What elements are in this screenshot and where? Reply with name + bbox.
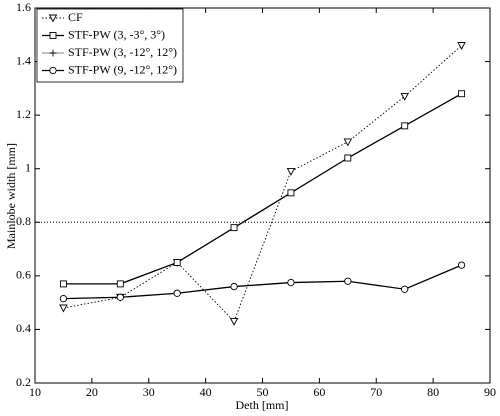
marker <box>401 122 409 130</box>
series-line <box>63 264 462 300</box>
y-tick-label: 1.2 <box>16 107 31 121</box>
marker <box>457 261 466 269</box>
y-tick-label: 1 <box>25 160 31 174</box>
marker <box>230 224 238 232</box>
x-tick-label: 50 <box>257 385 269 399</box>
y-tick-label: 0.2 <box>16 375 31 389</box>
legend-label: STF-PW (3, -3°, 3°) <box>68 27 165 41</box>
y-tick-label: 0.8 <box>16 214 31 228</box>
legend-marker <box>49 66 57 75</box>
x-tick-label: 40 <box>200 385 212 399</box>
legend-marker <box>49 49 57 57</box>
x-tick-label: 90 <box>484 385 496 399</box>
marker <box>229 317 239 326</box>
marker <box>59 280 67 288</box>
marker <box>287 189 295 197</box>
x-tick-label: 80 <box>427 385 439 399</box>
x-tick-label: 60 <box>313 385 325 399</box>
y-tick-label: 1.6 <box>16 0 31 14</box>
y-axis-label: Mainlobe width [mm] <box>4 143 18 249</box>
marker <box>343 138 353 147</box>
y-tick-label: 1.4 <box>16 53 31 67</box>
x-tick-label: 70 <box>370 385 382 399</box>
legend-label: STF-PW (3, -12°, 12°) <box>68 45 177 59</box>
series-line <box>63 93 462 285</box>
marker <box>59 294 68 303</box>
marker <box>230 282 238 291</box>
marker <box>344 277 352 285</box>
marker <box>344 154 352 162</box>
y-tick-label: 0.4 <box>16 321 31 335</box>
marker <box>400 92 409 101</box>
marker <box>458 90 466 98</box>
marker <box>287 278 295 287</box>
marker <box>173 259 181 266</box>
y-tick-label: 0.6 <box>16 268 31 282</box>
marker <box>116 293 124 301</box>
legend-label: STF-PW (9, -12°, 12°) <box>68 62 177 76</box>
legend-marker <box>48 14 58 23</box>
legend-label: CF <box>68 10 83 24</box>
marker <box>401 285 409 293</box>
legend-marker <box>49 32 57 39</box>
marker <box>59 304 68 313</box>
x-axis-label: Deth [mm] <box>236 398 289 412</box>
marker <box>173 289 181 297</box>
x-tick-label: 10 <box>29 385 41 399</box>
marker <box>457 42 466 50</box>
x-tick-label: 30 <box>143 385 155 399</box>
x-tick-label: 20 <box>86 385 98 399</box>
legend-box <box>36 8 184 83</box>
marker <box>286 167 296 176</box>
marker <box>116 280 124 288</box>
